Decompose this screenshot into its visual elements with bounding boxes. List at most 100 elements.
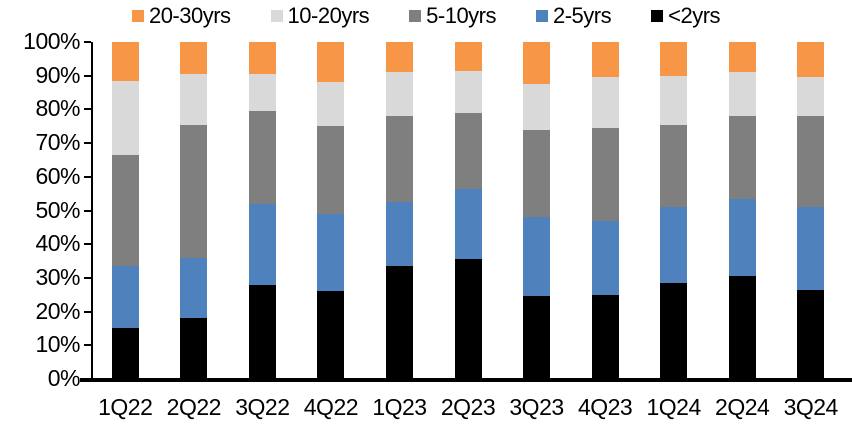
x-axis-line (80, 378, 852, 382)
bar-segment-3Q24-25yrs (797, 207, 825, 290)
bar-segment-3Q23-25yrs (523, 217, 551, 297)
y-tick-label: 90% (35, 61, 80, 88)
bar-segment-2Q23-510yrs (454, 112, 482, 189)
bar-segment-1Q24-2yrs (660, 282, 688, 379)
bar-segment-4Q22-2yrs (317, 291, 345, 379)
y-tick-label: 40% (35, 230, 80, 257)
bar-segment-4Q22-1020yrs (317, 82, 345, 127)
bar-segment-1Q23-2yrs (385, 266, 413, 379)
bar-1Q24 (660, 42, 688, 379)
bar-segment-1Q22-510yrs (111, 154, 139, 267)
y-tick-label: 60% (35, 162, 80, 189)
bar-segment-2Q24-1020yrs (728, 72, 756, 117)
bar-segment-2Q22-25yrs (180, 257, 208, 319)
bar-segment-2Q22-2030yrs (180, 42, 208, 75)
legend-label: 10-20yrs (287, 3, 370, 28)
bar-4Q23 (591, 42, 619, 379)
x-tick-label-4Q22: 4Q22 (303, 394, 359, 420)
y-axis-tick (84, 142, 91, 145)
y-axis-tick (84, 74, 91, 77)
bar-2Q24 (728, 42, 756, 379)
y-axis-tick (84, 209, 91, 212)
y-axis-tick (84, 310, 91, 313)
y-axis-tick (84, 378, 91, 380)
y-axis-tick (84, 243, 91, 246)
y-axis-tick (84, 41, 91, 43)
x-tick-label-3Q22: 3Q22 (235, 394, 290, 420)
legend-swatch-icon (536, 10, 548, 22)
legend-item-2030yrs: 20-30yrs (131, 3, 231, 28)
bar-segment-2Q24-2yrs (728, 276, 756, 379)
y-tick-label: 100% (23, 28, 80, 54)
bar-segment-1Q24-1020yrs (660, 75, 688, 125)
y-axis-tick (84, 344, 91, 347)
legend-swatch-icon (409, 10, 422, 22)
x-tick-label-3Q24: 3Q24 (783, 394, 839, 420)
x-tick-label-1Q23: 1Q23 (372, 394, 427, 420)
bar-segment-4Q22-510yrs (317, 126, 345, 214)
bar-segment-1Q24-25yrs (660, 207, 688, 283)
bar-segment-1Q24-510yrs (660, 124, 688, 208)
bar-segment-3Q22-25yrs (248, 203, 276, 285)
x-tick-label-2Q23: 2Q23 (440, 394, 496, 420)
y-tick-label: 70% (35, 129, 80, 156)
x-tick-label-3Q23: 3Q23 (509, 394, 564, 420)
bar-segment-2Q22-2yrs (180, 318, 208, 379)
bar-segment-2Q22-1020yrs (180, 74, 208, 125)
bar-3Q23 (523, 42, 551, 379)
bar-segment-4Q23-510yrs (591, 127, 619, 221)
bar-segment-2Q24-2030yrs (728, 42, 756, 73)
bar-segment-2Q24-510yrs (728, 116, 756, 199)
bar-segment-1Q24-2030yrs (660, 42, 688, 76)
bar-segment-4Q23-1020yrs (591, 77, 619, 128)
bar-segment-2Q23-2030yrs (454, 42, 482, 71)
bar-segment-4Q22-25yrs (317, 213, 345, 292)
bar-segment-3Q22-1020yrs (248, 74, 276, 112)
bar-segment-2Q23-1020yrs (454, 70, 482, 113)
bar-segment-1Q22-1020yrs (111, 80, 139, 155)
bar-4Q22 (317, 42, 345, 379)
bar-segment-1Q22-25yrs (111, 266, 139, 329)
bar-segment-2Q23-2yrs (454, 259, 482, 379)
bar-segment-4Q23-2yrs (591, 294, 619, 379)
x-tick-label-4Q23: 4Q23 (577, 394, 633, 420)
plot-area: 0% 10% 20% 30% 40% 50% 60% 70% 80% 90% 100% 1Q22 2Q2… (23, 30, 852, 419)
bar-3Q22 (248, 42, 276, 379)
x-tick-label-1Q22: 1Q22 (98, 394, 153, 420)
x-tick-label-2Q24: 2Q24 (715, 394, 770, 420)
bar-segment-1Q22-2030yrs (111, 42, 139, 81)
bar-segment-3Q23-2030yrs (523, 42, 551, 85)
bar-segment-4Q22-2030yrs (317, 42, 345, 83)
bar-segment-1Q23-25yrs (385, 202, 413, 267)
bar-segment-3Q22-2030yrs (248, 42, 276, 75)
bar-segment-3Q22-510yrs (248, 111, 276, 204)
y-axis-line (91, 42, 93, 379)
y-axis-tick (84, 276, 91, 279)
bar-segment-4Q23-25yrs (591, 220, 619, 295)
legend: 20-30yrs 10-20yrs 5-10yrs 2-5yrs <2yrs (0, 5, 852, 27)
legend-item-1020yrs: 10-20yrs (270, 3, 370, 28)
bar-2Q23 (454, 42, 482, 379)
y-axis-tick (84, 175, 91, 178)
bar-segment-1Q23-1020yrs (385, 72, 413, 117)
legend-label: 5-10yrs (426, 3, 496, 28)
bar-segment-3Q23-2yrs (523, 296, 551, 379)
bar-segment-4Q23-2030yrs (591, 42, 619, 78)
legend-label: 20-30yrs (148, 3, 231, 28)
bar-segment-1Q22-2yrs (111, 328, 139, 379)
legend-label: 2-5yrs (553, 3, 612, 28)
bar-segment-3Q24-1020yrs (797, 77, 825, 117)
bar-segment-3Q23-510yrs (523, 129, 551, 218)
bar-segment-3Q24-2030yrs (797, 42, 825, 78)
bar-1Q22 (111, 42, 139, 379)
bar-segment-1Q23-2030yrs (385, 42, 413, 73)
bar-segment-1Q23-510yrs (385, 116, 413, 203)
legend-swatch-icon (270, 10, 283, 22)
bar-1Q23 (385, 42, 413, 379)
y-tick-label: 30% (35, 263, 80, 290)
bar-3Q24 (797, 42, 825, 379)
y-tick-label: 0% (47, 365, 81, 391)
x-tick-label-1Q24: 1Q24 (646, 394, 701, 420)
legend-label: <2yrs (668, 3, 721, 28)
y-tick-label: 80% (35, 95, 80, 122)
